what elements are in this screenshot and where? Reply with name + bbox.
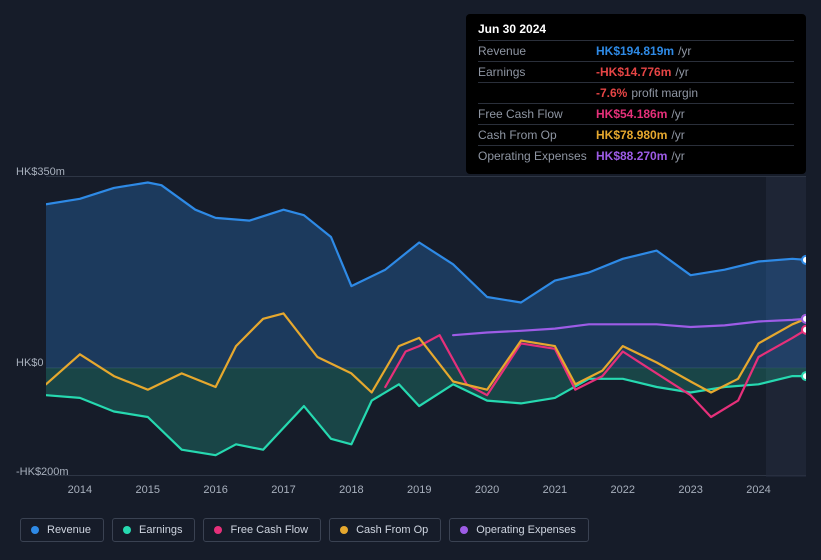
x-axis-label: 2014 [68, 484, 92, 496]
x-axis-label: 2021 [543, 484, 567, 496]
tooltip-unit: /yr [671, 128, 684, 142]
x-axis-label: 2023 [678, 484, 702, 496]
legend-swatch [214, 526, 222, 534]
x-axis-label: 2020 [475, 484, 499, 496]
tooltip-row: Earnings-HK$14.776m/yr [478, 61, 794, 82]
legend-item-operating-expenses[interactable]: Operating Expenses [449, 518, 589, 542]
x-axis-label: 2019 [407, 484, 431, 496]
legend-item-cash-from-op[interactable]: Cash From Op [329, 518, 441, 542]
tooltip-value: -HK$14.776m [596, 65, 675, 79]
legend-label: Operating Expenses [476, 524, 576, 536]
tooltip-value: -7.6% [596, 86, 631, 100]
tooltip-label: Earnings [478, 65, 596, 79]
financials-chart: HK$350mHK$0-HK$200m 20142015201620172018… [16, 160, 806, 510]
tooltip-date: Jun 30 2024 [478, 22, 794, 40]
legend-item-earnings[interactable]: Earnings [112, 518, 195, 542]
tooltip-row: RevenueHK$194.819m/yr [478, 40, 794, 61]
tooltip-unit: /yr [675, 65, 688, 79]
tooltip-label [478, 86, 596, 100]
tooltip-rows: RevenueHK$194.819m/yrEarnings-HK$14.776m… [478, 40, 794, 166]
x-axis-label: 2017 [271, 484, 295, 496]
legend-label: Free Cash Flow [230, 524, 308, 536]
tooltip-panel: Jun 30 2024 RevenueHK$194.819m/yrEarning… [466, 14, 806, 174]
x-axis-label: 2015 [136, 484, 160, 496]
x-axis-label: 2022 [611, 484, 635, 496]
legend-label: Cash From Op [356, 524, 428, 536]
tooltip-label: Free Cash Flow [478, 107, 596, 121]
tooltip-value: HK$78.980m [596, 128, 671, 142]
x-axis-label: 2016 [203, 484, 227, 496]
x-axis-label: 2024 [746, 484, 770, 496]
tooltip-row: Free Cash FlowHK$54.186m/yr [478, 103, 794, 124]
tooltip-row: Cash From OpHK$78.980m/yr [478, 124, 794, 145]
chart-svg [46, 177, 806, 477]
legend-item-free-cash-flow[interactable]: Free Cash Flow [203, 518, 321, 542]
legend-swatch [123, 526, 131, 534]
tooltip-value: HK$54.186m [596, 107, 671, 121]
tooltip-unit: profit margin [631, 86, 698, 100]
tooltip-label: Revenue [478, 44, 596, 58]
legend-swatch [31, 526, 39, 534]
tooltip-unit: /yr [678, 44, 691, 58]
x-axis-label: 2018 [339, 484, 363, 496]
legend-swatch [460, 526, 468, 534]
legend: Revenue Earnings Free Cash Flow Cash From O… [20, 518, 589, 542]
tooltip-label: Cash From Op [478, 128, 596, 142]
legend-swatch [340, 526, 348, 534]
legend-label: Earnings [139, 524, 182, 536]
legend-label: Revenue [47, 524, 91, 536]
tooltip-value: HK$194.819m [596, 44, 678, 58]
tooltip-unit: /yr [671, 107, 684, 121]
plot-area[interactable] [46, 176, 806, 476]
tooltip-row: -7.6%profit margin [478, 82, 794, 103]
legend-item-revenue[interactable]: Revenue [20, 518, 104, 542]
y-axis-label: HK$0 [16, 357, 44, 369]
